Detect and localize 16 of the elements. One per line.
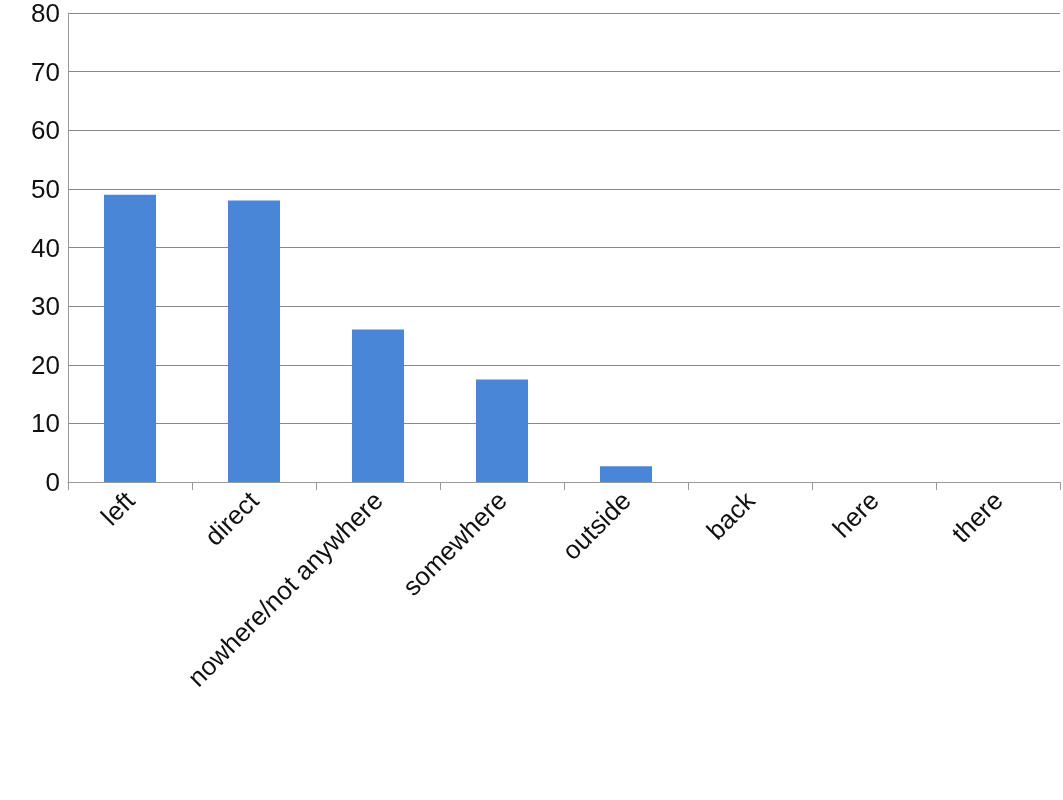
y-tick-label: 10 — [31, 408, 60, 439]
bar — [475, 379, 529, 482]
y-tick-label: 80 — [31, 0, 60, 28]
y-tick-label: 30 — [31, 291, 60, 322]
bar — [227, 200, 281, 482]
x-tick-label: left — [94, 484, 142, 532]
y-tick-label: 70 — [31, 56, 60, 87]
y-tick-label: 50 — [31, 173, 60, 204]
y-tick-label: 0 — [45, 467, 60, 497]
bar — [599, 466, 653, 482]
y-tick-label: 40 — [31, 232, 60, 263]
y-tick-label: 60 — [31, 115, 60, 146]
bar — [103, 194, 157, 482]
x-tick-label: here — [826, 485, 885, 544]
bar — [351, 329, 405, 482]
y-tick-label: 20 — [31, 349, 60, 380]
